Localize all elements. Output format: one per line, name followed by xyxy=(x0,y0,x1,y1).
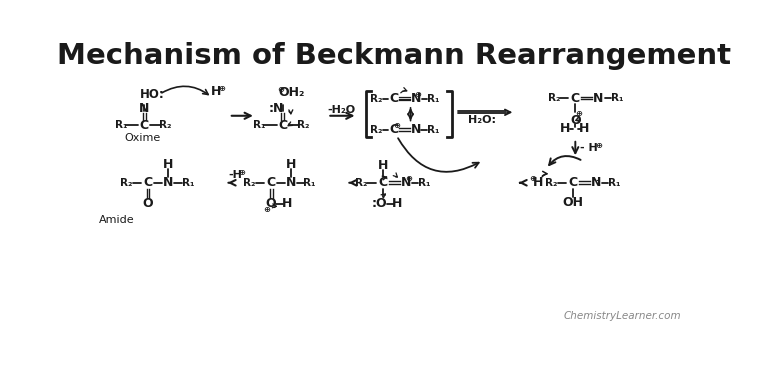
Text: C: C xyxy=(390,92,399,105)
Text: N: N xyxy=(593,92,604,105)
Text: O: O xyxy=(266,197,276,210)
Text: R₁: R₁ xyxy=(611,93,623,103)
Text: R₂: R₂ xyxy=(243,178,256,188)
Text: ⊕: ⊕ xyxy=(278,85,285,94)
Text: C: C xyxy=(571,92,580,105)
Text: N: N xyxy=(286,176,296,189)
Text: R₁: R₁ xyxy=(182,178,194,188)
Text: R₁: R₁ xyxy=(253,120,265,130)
Text: -H: -H xyxy=(228,170,242,180)
Text: R₂: R₂ xyxy=(545,178,558,188)
Text: ⊕: ⊕ xyxy=(393,120,400,130)
Text: C: C xyxy=(379,176,387,189)
Text: R₁: R₁ xyxy=(608,178,621,188)
Text: R₁: R₁ xyxy=(426,125,439,135)
Text: O: O xyxy=(570,114,581,127)
Text: C: C xyxy=(278,118,287,131)
Text: ⊕: ⊕ xyxy=(238,168,246,177)
Text: HO:: HO: xyxy=(140,88,164,101)
Text: OH₂: OH₂ xyxy=(279,86,305,99)
Text: H: H xyxy=(392,197,402,210)
Text: R₁: R₁ xyxy=(303,178,316,188)
Text: H: H xyxy=(533,176,544,189)
Text: ..: .. xyxy=(593,174,599,183)
Text: R₂: R₂ xyxy=(370,94,383,104)
Text: ⊕: ⊕ xyxy=(406,174,412,183)
Text: C: C xyxy=(568,176,578,189)
Text: R₁: R₁ xyxy=(418,178,431,188)
Text: -H₂O: -H₂O xyxy=(327,105,356,116)
Text: R₂: R₂ xyxy=(548,93,560,103)
Text: R₂: R₂ xyxy=(120,178,133,188)
Text: H: H xyxy=(163,158,173,171)
Text: N: N xyxy=(401,176,411,189)
Text: H: H xyxy=(560,123,571,135)
Text: ⊕: ⊕ xyxy=(263,205,270,214)
Text: H: H xyxy=(210,85,221,98)
Text: ⊕: ⊕ xyxy=(576,109,583,118)
Text: C: C xyxy=(389,123,398,136)
Text: Mechanism of Beckmann Rearrangement: Mechanism of Beckmann Rearrangement xyxy=(57,42,730,70)
Text: - H: - H xyxy=(581,143,598,153)
Text: ⊕: ⊕ xyxy=(595,141,602,150)
Text: H: H xyxy=(579,123,590,135)
Text: R₂: R₂ xyxy=(159,120,171,130)
Text: R₂: R₂ xyxy=(355,178,368,188)
Text: H: H xyxy=(378,159,388,172)
Text: :O: :O xyxy=(372,197,388,210)
Text: C: C xyxy=(266,176,276,189)
Text: N: N xyxy=(139,102,149,115)
Text: H: H xyxy=(286,158,296,171)
Text: H₂O:: H₂O: xyxy=(468,114,496,125)
Text: C: C xyxy=(140,118,149,131)
Text: :N: :N xyxy=(269,102,284,115)
Text: ⊕: ⊕ xyxy=(415,90,422,99)
Text: R₁: R₁ xyxy=(427,94,440,104)
Text: ChemistryLearner.com: ChemistryLearner.com xyxy=(563,311,680,321)
Text: OH: OH xyxy=(562,195,584,209)
Text: H: H xyxy=(281,197,292,210)
Text: Amide: Amide xyxy=(99,215,135,225)
Text: N: N xyxy=(163,176,173,189)
Text: N: N xyxy=(591,176,601,189)
Text: R₁: R₁ xyxy=(114,120,127,130)
Text: N: N xyxy=(411,123,421,136)
Text: O: O xyxy=(143,197,154,210)
Text: N: N xyxy=(411,92,421,105)
Text: ⊕: ⊕ xyxy=(529,174,537,183)
Text: ⊕: ⊕ xyxy=(218,84,225,92)
Text: C: C xyxy=(144,176,153,189)
Text: Oxime: Oxime xyxy=(124,133,161,143)
Text: R₂: R₂ xyxy=(370,125,383,135)
Text: R₂: R₂ xyxy=(297,120,310,130)
